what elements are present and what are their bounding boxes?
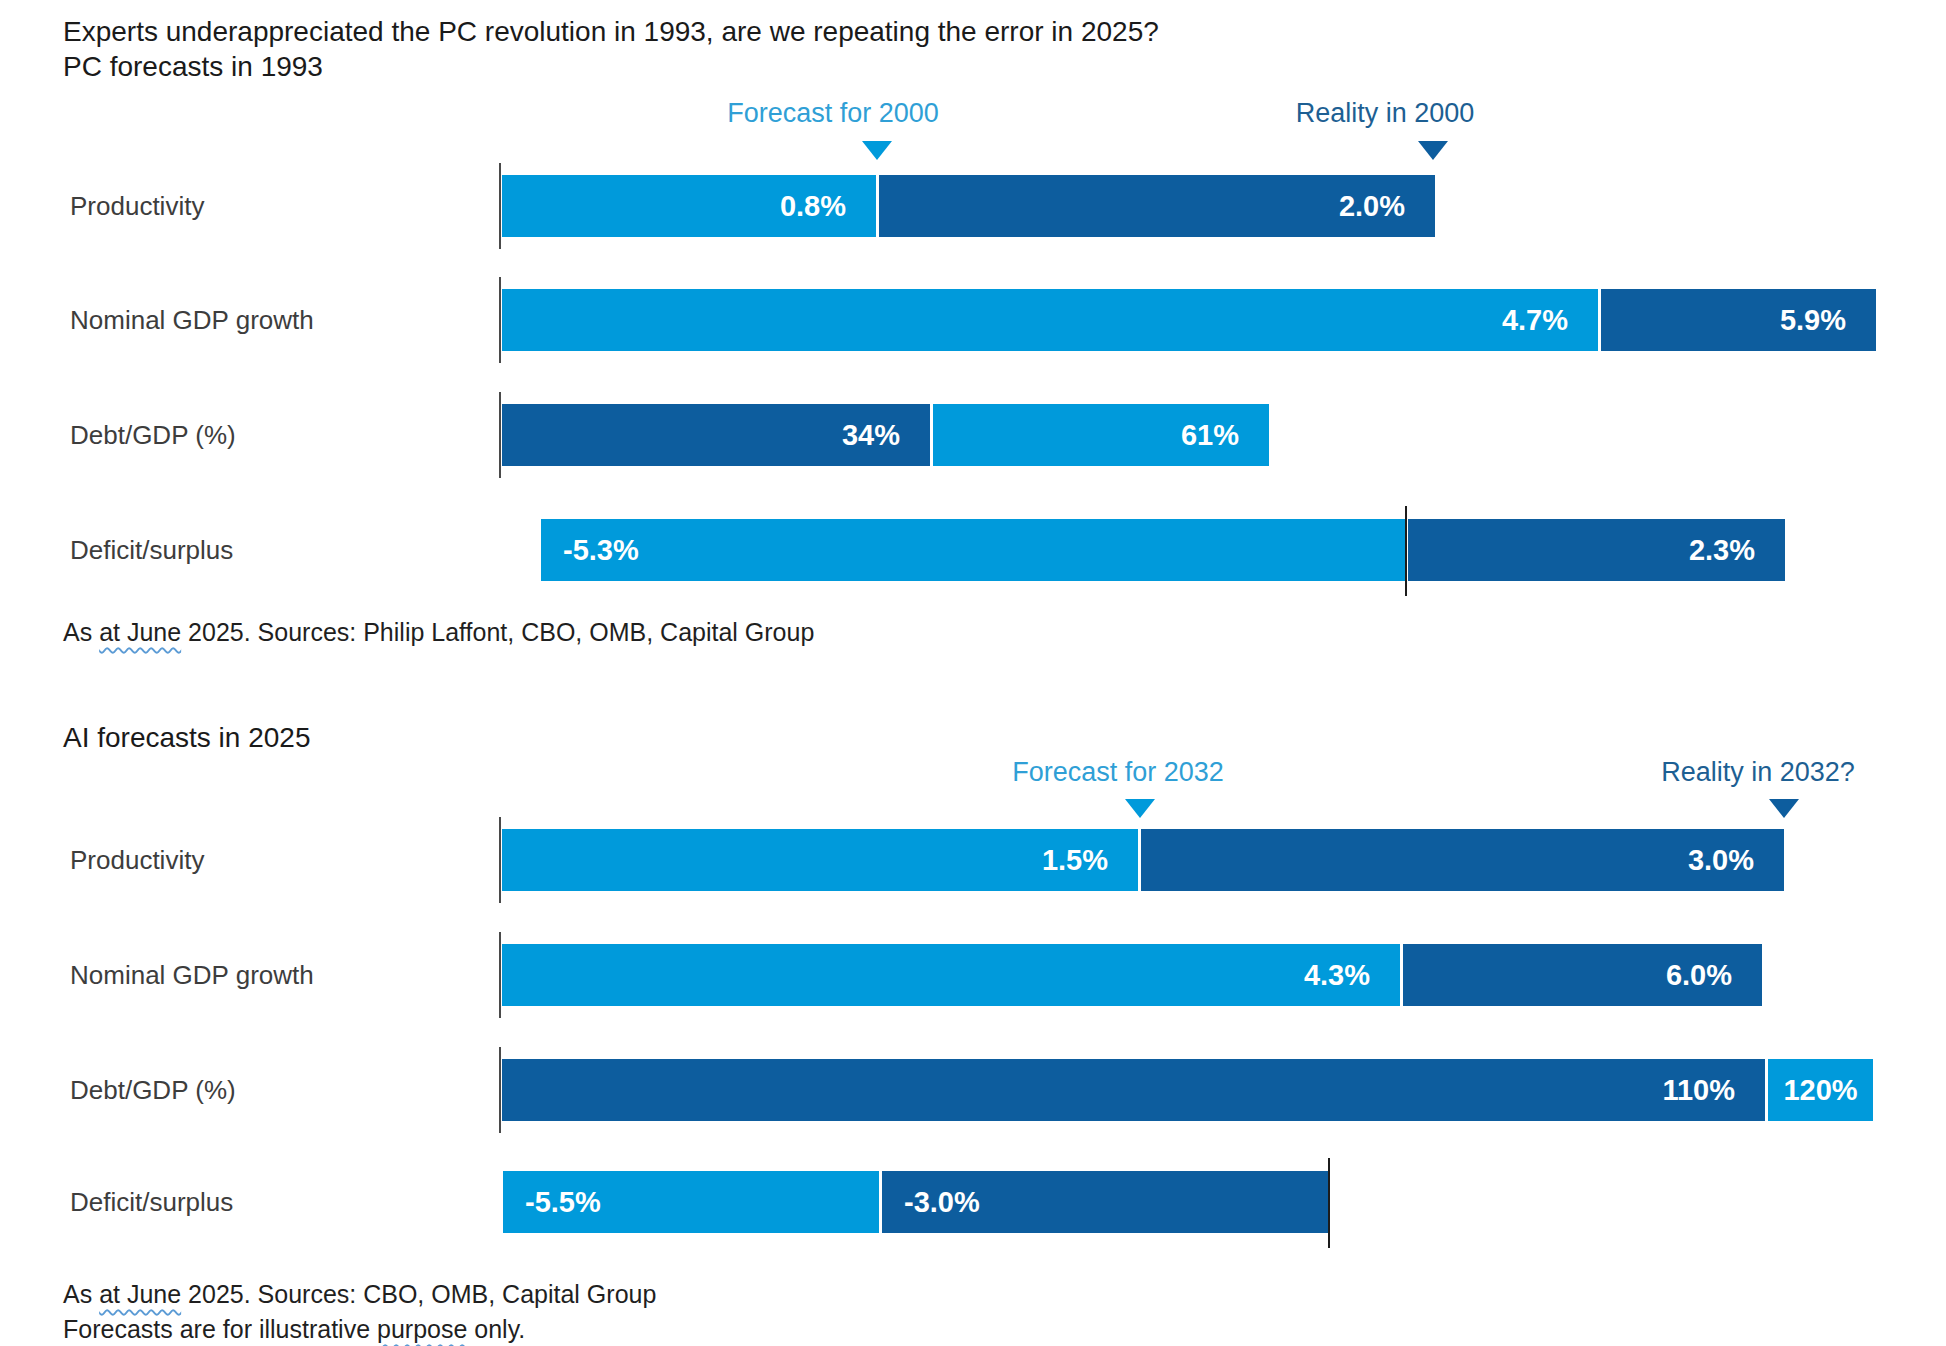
axis-tick	[499, 1047, 501, 1133]
row-label: Debt/GDP (%)	[70, 404, 236, 466]
row-label: Productivity	[70, 829, 204, 891]
reality-triangle-icon	[1418, 141, 1448, 160]
reality-triangle-icon	[1769, 799, 1799, 818]
reality-bar-segment: 3.0%	[1141, 829, 1784, 891]
forecast-bar-segment: 61%	[933, 404, 1269, 466]
bar-value-label: 2.0%	[1339, 175, 1405, 237]
source-text: As	[63, 1280, 99, 1308]
row-label: Deficit/surplus	[70, 1171, 233, 1233]
row-label: Productivity	[70, 175, 204, 237]
bar-value-label: 34%	[842, 404, 900, 466]
forecast-column-header: Forecast for 2000	[673, 98, 993, 129]
row-label: Nominal GDP growth	[70, 944, 314, 1006]
source-note: As at June 2025. Sources: CBO, OMB, Capi…	[63, 1280, 656, 1309]
source-text: 2025. Sources: Philip Laffont, CBO, OMB,…	[181, 618, 814, 646]
table-row: Nominal GDP growth 4.3% 6.0%	[0, 944, 1946, 1006]
axis-tick	[499, 277, 501, 363]
reality-bar-segment: 2.0%	[879, 175, 1435, 237]
forecast-bar-segment: 120%	[1768, 1059, 1873, 1121]
axis-tick	[499, 163, 501, 249]
bar-value-label: 4.3%	[1304, 944, 1370, 1006]
disclaimer-text: Forecasts are for illustrative	[63, 1315, 377, 1343]
source-text: 2025. Sources: CBO, OMB, Capital Group	[181, 1280, 656, 1308]
bar-value-label: 110%	[1662, 1059, 1735, 1121]
bar-value-label: 2.3%	[1689, 519, 1755, 581]
source-text: As	[63, 618, 99, 646]
axis-tick	[499, 932, 501, 1018]
source-text-squiggle: at June	[99, 1280, 181, 1308]
bar-value-label: -5.5%	[525, 1171, 601, 1233]
row-label: Nominal GDP growth	[70, 289, 314, 351]
source-text-squiggle: at June	[99, 618, 181, 646]
table-row: Nominal GDP growth 4.7% 5.9%	[0, 289, 1946, 351]
forecast-bar-segment: -5.3%	[541, 519, 1405, 581]
forecast-bar-segment: -5.5%	[503, 1171, 879, 1233]
reality-bar-segment: -3.0%	[882, 1171, 1328, 1233]
axis-tick	[499, 817, 501, 903]
reality-bar-segment: 110%	[502, 1059, 1765, 1121]
forecast-column-header: Forecast for 2032	[958, 757, 1278, 788]
bar-value-label: -3.0%	[904, 1171, 980, 1233]
disclaimer-note: Forecasts are for illustrative purpose o…	[63, 1315, 525, 1344]
section1-heading: PC forecasts in 1993	[63, 49, 1159, 84]
disclaimer-text: only.	[467, 1315, 525, 1343]
table-row: Productivity 1.5% 3.0%	[0, 829, 1946, 891]
table-row: Debt/GDP (%) 110% 120%	[0, 1059, 1946, 1121]
table-row: Deficit/surplus -5.5% -3.0%	[0, 1171, 1946, 1233]
bar-value-label: 1.5%	[1042, 829, 1108, 891]
reality-bar-segment: 5.9%	[1601, 289, 1876, 351]
reality-bar-segment: 34%	[502, 404, 930, 466]
reality-column-header: Reality in 2000	[1225, 98, 1545, 129]
zero-axis-line	[1405, 506, 1407, 596]
forecast-bar-segment: 4.3%	[502, 944, 1400, 1006]
bar-value-label: 3.0%	[1688, 829, 1754, 891]
forecast-triangle-icon	[1125, 799, 1155, 818]
table-row: Productivity 0.8% 2.0%	[0, 175, 1946, 237]
source-note: As at June 2025. Sources: Philip Laffont…	[63, 618, 814, 647]
page-title-block: Experts underappreciated the PC revoluti…	[63, 14, 1159, 84]
bar-value-label: 4.7%	[1502, 289, 1568, 351]
forecast-bar-segment: 0.8%	[502, 175, 876, 237]
zero-axis-line	[1328, 1158, 1330, 1248]
reality-bar-segment: 2.3%	[1408, 519, 1785, 581]
table-row: Deficit/surplus -5.3% 2.3%	[0, 519, 1946, 581]
bar-value-label: 0.8%	[780, 175, 846, 237]
bar-value-label: 61%	[1181, 404, 1239, 466]
reality-column-header: Reality in 2032?	[1598, 757, 1918, 788]
row-label: Debt/GDP (%)	[70, 1059, 236, 1121]
bar-value-label: 6.0%	[1666, 944, 1732, 1006]
section2-heading: AI forecasts in 2025	[63, 722, 310, 754]
chart-page: Experts underappreciated the PC revoluti…	[0, 0, 1946, 1346]
bar-value-label: 120%	[1768, 1059, 1873, 1121]
forecast-triangle-icon	[862, 141, 892, 160]
disclaimer-text-squiggle: purpose	[377, 1315, 467, 1343]
forecast-bar-segment: 1.5%	[502, 829, 1138, 891]
table-row: Debt/GDP (%) 34% 61%	[0, 404, 1946, 466]
bar-value-label: 5.9%	[1780, 289, 1846, 351]
bar-value-label: -5.3%	[563, 519, 639, 581]
reality-bar-segment: 6.0%	[1403, 944, 1762, 1006]
row-label: Deficit/surplus	[70, 519, 233, 581]
forecast-bar-segment: 4.7%	[502, 289, 1598, 351]
page-title: Experts underappreciated the PC revoluti…	[63, 14, 1159, 49]
axis-tick	[499, 392, 501, 478]
